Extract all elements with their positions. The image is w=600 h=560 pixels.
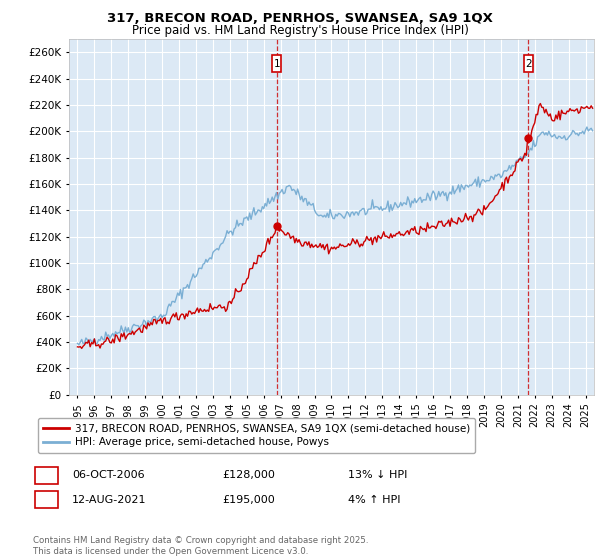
Legend: 317, BRECON ROAD, PENRHOS, SWANSEA, SA9 1QX (semi-detached house), HPI: Average : 317, BRECON ROAD, PENRHOS, SWANSEA, SA9 …	[38, 418, 475, 452]
Text: £128,000: £128,000	[222, 470, 275, 480]
Text: 317, BRECON ROAD, PENRHOS, SWANSEA, SA9 1QX: 317, BRECON ROAD, PENRHOS, SWANSEA, SA9 …	[107, 12, 493, 25]
Text: 4% ↑ HPI: 4% ↑ HPI	[348, 494, 401, 505]
Text: 1: 1	[274, 59, 280, 68]
Text: 12-AUG-2021: 12-AUG-2021	[72, 494, 146, 505]
Text: 1: 1	[43, 470, 50, 480]
Text: 2: 2	[525, 59, 532, 68]
Text: 13% ↓ HPI: 13% ↓ HPI	[348, 470, 407, 480]
Text: 06-OCT-2006: 06-OCT-2006	[72, 470, 145, 480]
Text: Price paid vs. HM Land Registry's House Price Index (HPI): Price paid vs. HM Land Registry's House …	[131, 24, 469, 37]
Text: Contains HM Land Registry data © Crown copyright and database right 2025.
This d: Contains HM Land Registry data © Crown c…	[33, 536, 368, 556]
Text: £195,000: £195,000	[222, 494, 275, 505]
Text: 2: 2	[43, 494, 50, 505]
Bar	[272, 55, 281, 72]
Bar	[524, 55, 533, 72]
